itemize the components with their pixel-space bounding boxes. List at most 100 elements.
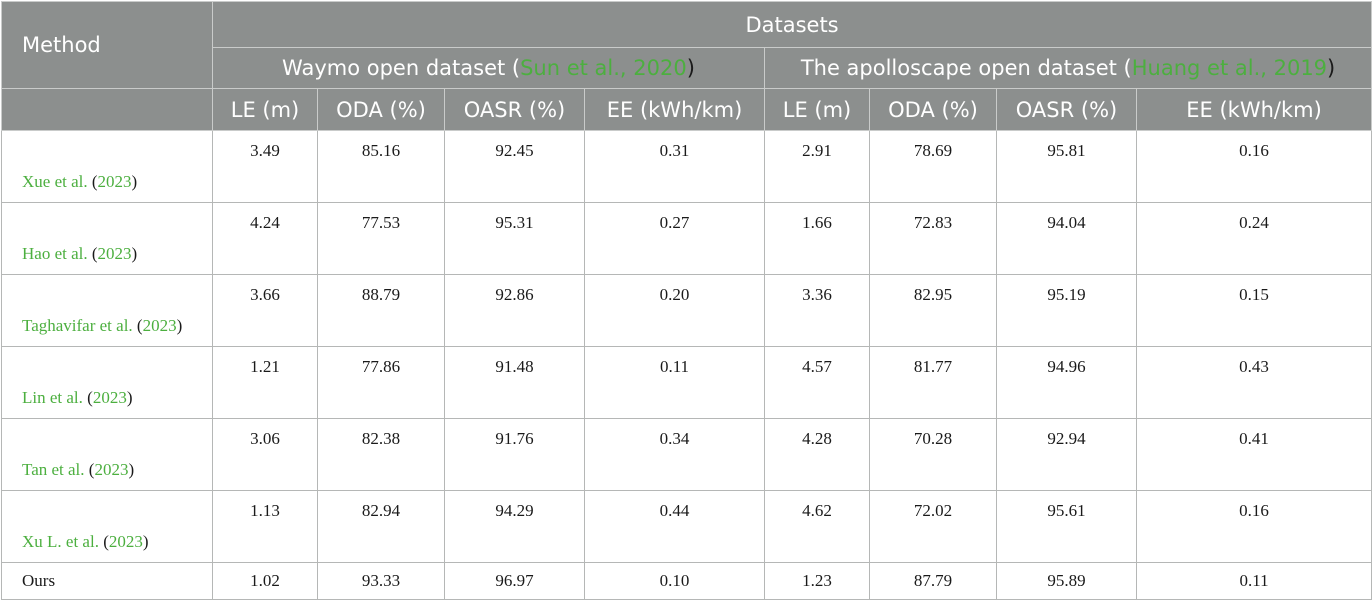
apolloscape-group-close: ) [1327, 56, 1336, 80]
citation-paren: ( [84, 460, 95, 479]
oasr-waymo-cell: 95.31 [444, 202, 585, 275]
ee-waymo-cell: 0.20 [584, 274, 765, 347]
le-waymo-cell: 3.66 [212, 274, 318, 347]
citation-paren: ) [142, 532, 149, 551]
author-link[interactable]: Xu L. et al. [22, 532, 99, 551]
oda-waymo-cell: 77.86 [317, 346, 445, 419]
apolloscape-group-header: The apolloscape open dataset (Huang et a… [763, 47, 1372, 89]
method-cell: Tan et al. (2023) [1, 418, 213, 491]
oasr-waymo-cell: 92.45 [444, 130, 585, 203]
column-header-oasr-apolloscape: OASR (%) [996, 88, 1137, 131]
method-cell: Hao et al. (2023) [1, 202, 213, 275]
le-apolloscape-cell: 4.57 [764, 346, 870, 419]
citation-paren: ) [131, 244, 138, 263]
oda-waymo-cell: 85.16 [317, 130, 445, 203]
year-link[interactable]: 2023 [142, 316, 177, 335]
oda-waymo-cell: 82.94 [317, 490, 445, 563]
table-row: Xue et al. (2023) 3.49 85.16 92.45 0.31 … [1, 130, 1372, 203]
citation-paren: ) [131, 172, 138, 191]
column-header-ee-apolloscape: EE (kWh/km) [1135, 88, 1372, 131]
citation-paren: ) [126, 388, 133, 407]
oasr-apolloscape-cell: 94.96 [996, 346, 1137, 419]
column-header-oasr-waymo: OASR (%) [444, 88, 585, 131]
oda-waymo-cell: 77.53 [317, 202, 445, 275]
oda-apolloscape-cell: 72.83 [869, 202, 997, 275]
method-cell-ours: Ours [1, 562, 213, 600]
ee-apolloscape-cell: 0.16 [1135, 130, 1372, 203]
ee-apolloscape-cell: 0.16 [1135, 490, 1372, 563]
citation-paren: ( [98, 532, 109, 551]
ee-waymo-cell: 0.10 [584, 562, 765, 600]
ee-waymo-cell: 0.44 [584, 490, 765, 563]
author-link[interactable]: Hao et al. [22, 244, 88, 263]
table-row: Hao et al. (2023) 4.24 77.53 95.31 0.27 … [1, 202, 1372, 275]
year-link[interactable]: 2023 [108, 532, 143, 551]
column-header-oda-apolloscape: ODA (%) [869, 88, 997, 131]
citation-paren: ) [128, 460, 135, 479]
year-link[interactable]: 2023 [97, 244, 132, 263]
table-row: Tan et al. (2023) 3.06 82.38 91.76 0.34 … [1, 418, 1372, 491]
year-link[interactable]: 2023 [97, 172, 132, 191]
ee-apolloscape-cell: 0.43 [1135, 346, 1372, 419]
column-header-le-waymo: LE (m) [212, 88, 318, 131]
ee-waymo-cell: 0.11 [584, 346, 765, 419]
table-row: Lin et al. (2023) 1.21 77.86 91.48 0.11 … [1, 346, 1372, 419]
oda-apolloscape-cell: 81.77 [869, 346, 997, 419]
column-header-le-apolloscape: LE (m) [764, 88, 870, 131]
le-waymo-cell: 1.02 [212, 562, 318, 600]
citation-paren: ( [132, 316, 143, 335]
apolloscape-group-label: The apolloscape open dataset ( [800, 56, 1132, 80]
ee-waymo-cell: 0.27 [584, 202, 765, 275]
le-apolloscape-cell: 3.36 [764, 274, 870, 347]
le-waymo-cell: 3.06 [212, 418, 318, 491]
table-header: Method Datasets Waymo open dataset (Sun … [1, 1, 1372, 131]
column-header-oda-waymo: ODA (%) [317, 88, 445, 131]
waymo-group-label: Waymo open dataset ( [282, 56, 521, 80]
citation-paren: ) [176, 316, 183, 335]
oasr-apolloscape-cell: 95.89 [996, 562, 1137, 600]
oasr-apolloscape-cell: 95.19 [996, 274, 1137, 347]
oasr-waymo-cell: 92.86 [444, 274, 585, 347]
le-apolloscape-cell: 1.66 [764, 202, 870, 275]
apolloscape-citation-link[interactable]: Huang et al., 2019 [1131, 56, 1328, 80]
method-header: Method [1, 1, 213, 89]
oda-apolloscape-cell: 70.28 [869, 418, 997, 491]
ee-waymo-cell: 0.31 [584, 130, 765, 203]
oasr-waymo-cell: 94.29 [444, 490, 585, 563]
oasr-waymo-cell: 91.76 [444, 418, 585, 491]
author-link[interactable]: Taghavifar et al. [22, 316, 133, 335]
oasr-apolloscape-cell: 95.61 [996, 490, 1137, 563]
le-apolloscape-cell: 2.91 [764, 130, 870, 203]
method-cell: Xue et al. (2023) [1, 130, 213, 203]
table-body: Xue et al. (2023) 3.49 85.16 92.45 0.31 … [1, 130, 1372, 600]
results-table: Method Datasets Waymo open dataset (Sun … [1, 1, 1372, 600]
le-waymo-cell: 3.49 [212, 130, 318, 203]
table-row: Taghavifar et al. (2023) 3.66 88.79 92.8… [1, 274, 1372, 347]
column-header-empty [1, 88, 213, 131]
oasr-waymo-cell: 96.97 [444, 562, 585, 600]
waymo-citation-link[interactable]: Sun et al., 2020 [520, 56, 687, 80]
table-row-ours: Ours 1.02 93.33 96.97 0.10 1.23 87.79 95… [1, 562, 1372, 600]
author-link[interactable]: Tan et al. [22, 460, 85, 479]
year-link[interactable]: 2023 [94, 460, 129, 479]
method-cell: Xu L. et al. (2023) [1, 490, 213, 563]
le-apolloscape-cell: 4.62 [764, 490, 870, 563]
citation-paren: ( [82, 388, 93, 407]
author-link[interactable]: Lin et al. [22, 388, 83, 407]
ee-waymo-cell: 0.34 [584, 418, 765, 491]
ee-apolloscape-cell: 0.41 [1135, 418, 1372, 491]
waymo-group-header: Waymo open dataset (Sun et al., 2020) [212, 47, 765, 89]
oda-apolloscape-cell: 78.69 [869, 130, 997, 203]
waymo-group-close: ) [686, 56, 695, 80]
citation-paren: ( [87, 244, 98, 263]
method-cell: Taghavifar et al. (2023) [1, 274, 213, 347]
le-waymo-cell: 4.24 [212, 202, 318, 275]
year-link[interactable]: 2023 [92, 388, 127, 407]
le-apolloscape-cell: 1.23 [764, 562, 870, 600]
author-link[interactable]: Xue et al. [22, 172, 88, 191]
oda-apolloscape-cell: 82.95 [869, 274, 997, 347]
le-apolloscape-cell: 4.28 [764, 418, 870, 491]
le-waymo-cell: 1.21 [212, 346, 318, 419]
table-row: Xu L. et al. (2023) 1.13 82.94 94.29 0.4… [1, 490, 1372, 563]
oasr-apolloscape-cell: 94.04 [996, 202, 1137, 275]
